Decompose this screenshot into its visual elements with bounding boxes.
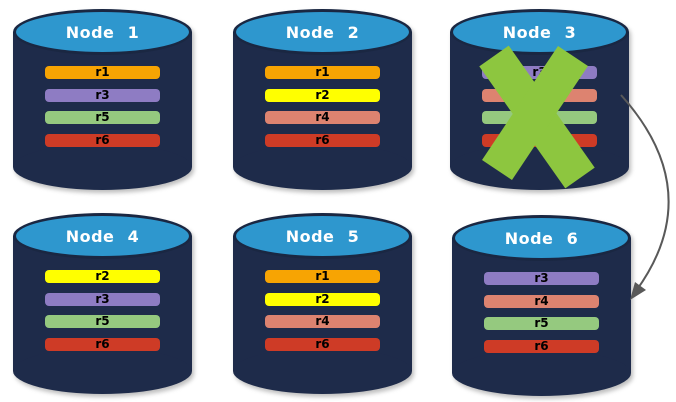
replica-bar: r6	[484, 339, 599, 353]
replica-bar: r1	[265, 270, 380, 283]
node-title: Node 4	[65, 226, 140, 246]
replica-bar: r6	[482, 133, 597, 147]
cylinder-top: Node 4	[13, 213, 192, 259]
replica-bar: r5	[482, 111, 597, 124]
cylinder-top: Node 6	[452, 215, 631, 261]
replica-list: r3 r4 r5 r6	[484, 272, 599, 362]
replica-bar: r3	[45, 292, 160, 306]
node-2-cylinder: Node 2 r1 r2 r4 r6	[233, 9, 412, 190]
replica-list: r1 r3 r5 r6	[45, 66, 160, 156]
replica-list: r2 r3 r5 r6	[45, 270, 160, 360]
replica-list: r1 r2 r4 r6	[265, 66, 380, 156]
replica-bar: r3	[45, 88, 160, 102]
replica-bar: r2	[265, 88, 380, 102]
cylinder-bottom	[13, 348, 192, 394]
replica-bar: r5	[45, 111, 160, 124]
replica-bar: r4	[265, 111, 380, 124]
cylinder-top: Node 5	[233, 213, 412, 259]
replica-bar: r6	[265, 133, 380, 147]
node-title: Node 1	[65, 22, 140, 42]
replica-bar: r6	[45, 133, 160, 147]
cylinder-bottom	[233, 144, 412, 190]
replica-bar: r5	[484, 317, 599, 330]
node-title: Node 6	[504, 228, 579, 248]
replica-bar: r3	[484, 272, 599, 285]
failover-arrowhead	[630, 282, 646, 300]
replica-bar: r1	[45, 66, 160, 79]
replica-bar: r3	[482, 66, 597, 79]
cylinder-bottom	[233, 348, 412, 394]
node-title: Node 5	[285, 226, 360, 246]
node-1-cylinder: Node 1 r1 r3 r5 r6	[13, 9, 192, 190]
replica-list: r1 r2 r4 r6	[265, 270, 380, 360]
node-title: Node 2	[285, 22, 360, 42]
node-title: Node 3	[502, 22, 577, 42]
cylinder-top: Node 1	[13, 9, 192, 55]
cylinder-top: Node 3	[450, 9, 629, 55]
replica-bar: r5	[45, 315, 160, 328]
replica-bar: r4	[484, 294, 599, 308]
node-3-cylinder: Node 3 r3 r4 r5 r6	[450, 9, 629, 190]
replica-bar: r4	[482, 88, 597, 102]
replica-bar: r1	[265, 66, 380, 79]
node-5-cylinder: Node 5 r1 r2 r4 r6	[233, 213, 412, 394]
replica-bar: r6	[45, 337, 160, 351]
node-4-cylinder: Node 4 r2 r3 r5 r6	[13, 213, 192, 394]
cylinder-bottom	[13, 144, 192, 190]
replica-bar: r2	[265, 292, 380, 306]
cylinder-bottom	[452, 350, 631, 396]
replica-bar: r4	[265, 315, 380, 328]
node-6-cylinder: Node 6 r3 r4 r5 r6	[452, 215, 631, 396]
cylinder-top: Node 2	[233, 9, 412, 55]
replica-bar: r2	[45, 270, 160, 283]
replica-list: r3 r4 r5 r6	[482, 66, 597, 156]
replica-bar: r6	[265, 337, 380, 351]
